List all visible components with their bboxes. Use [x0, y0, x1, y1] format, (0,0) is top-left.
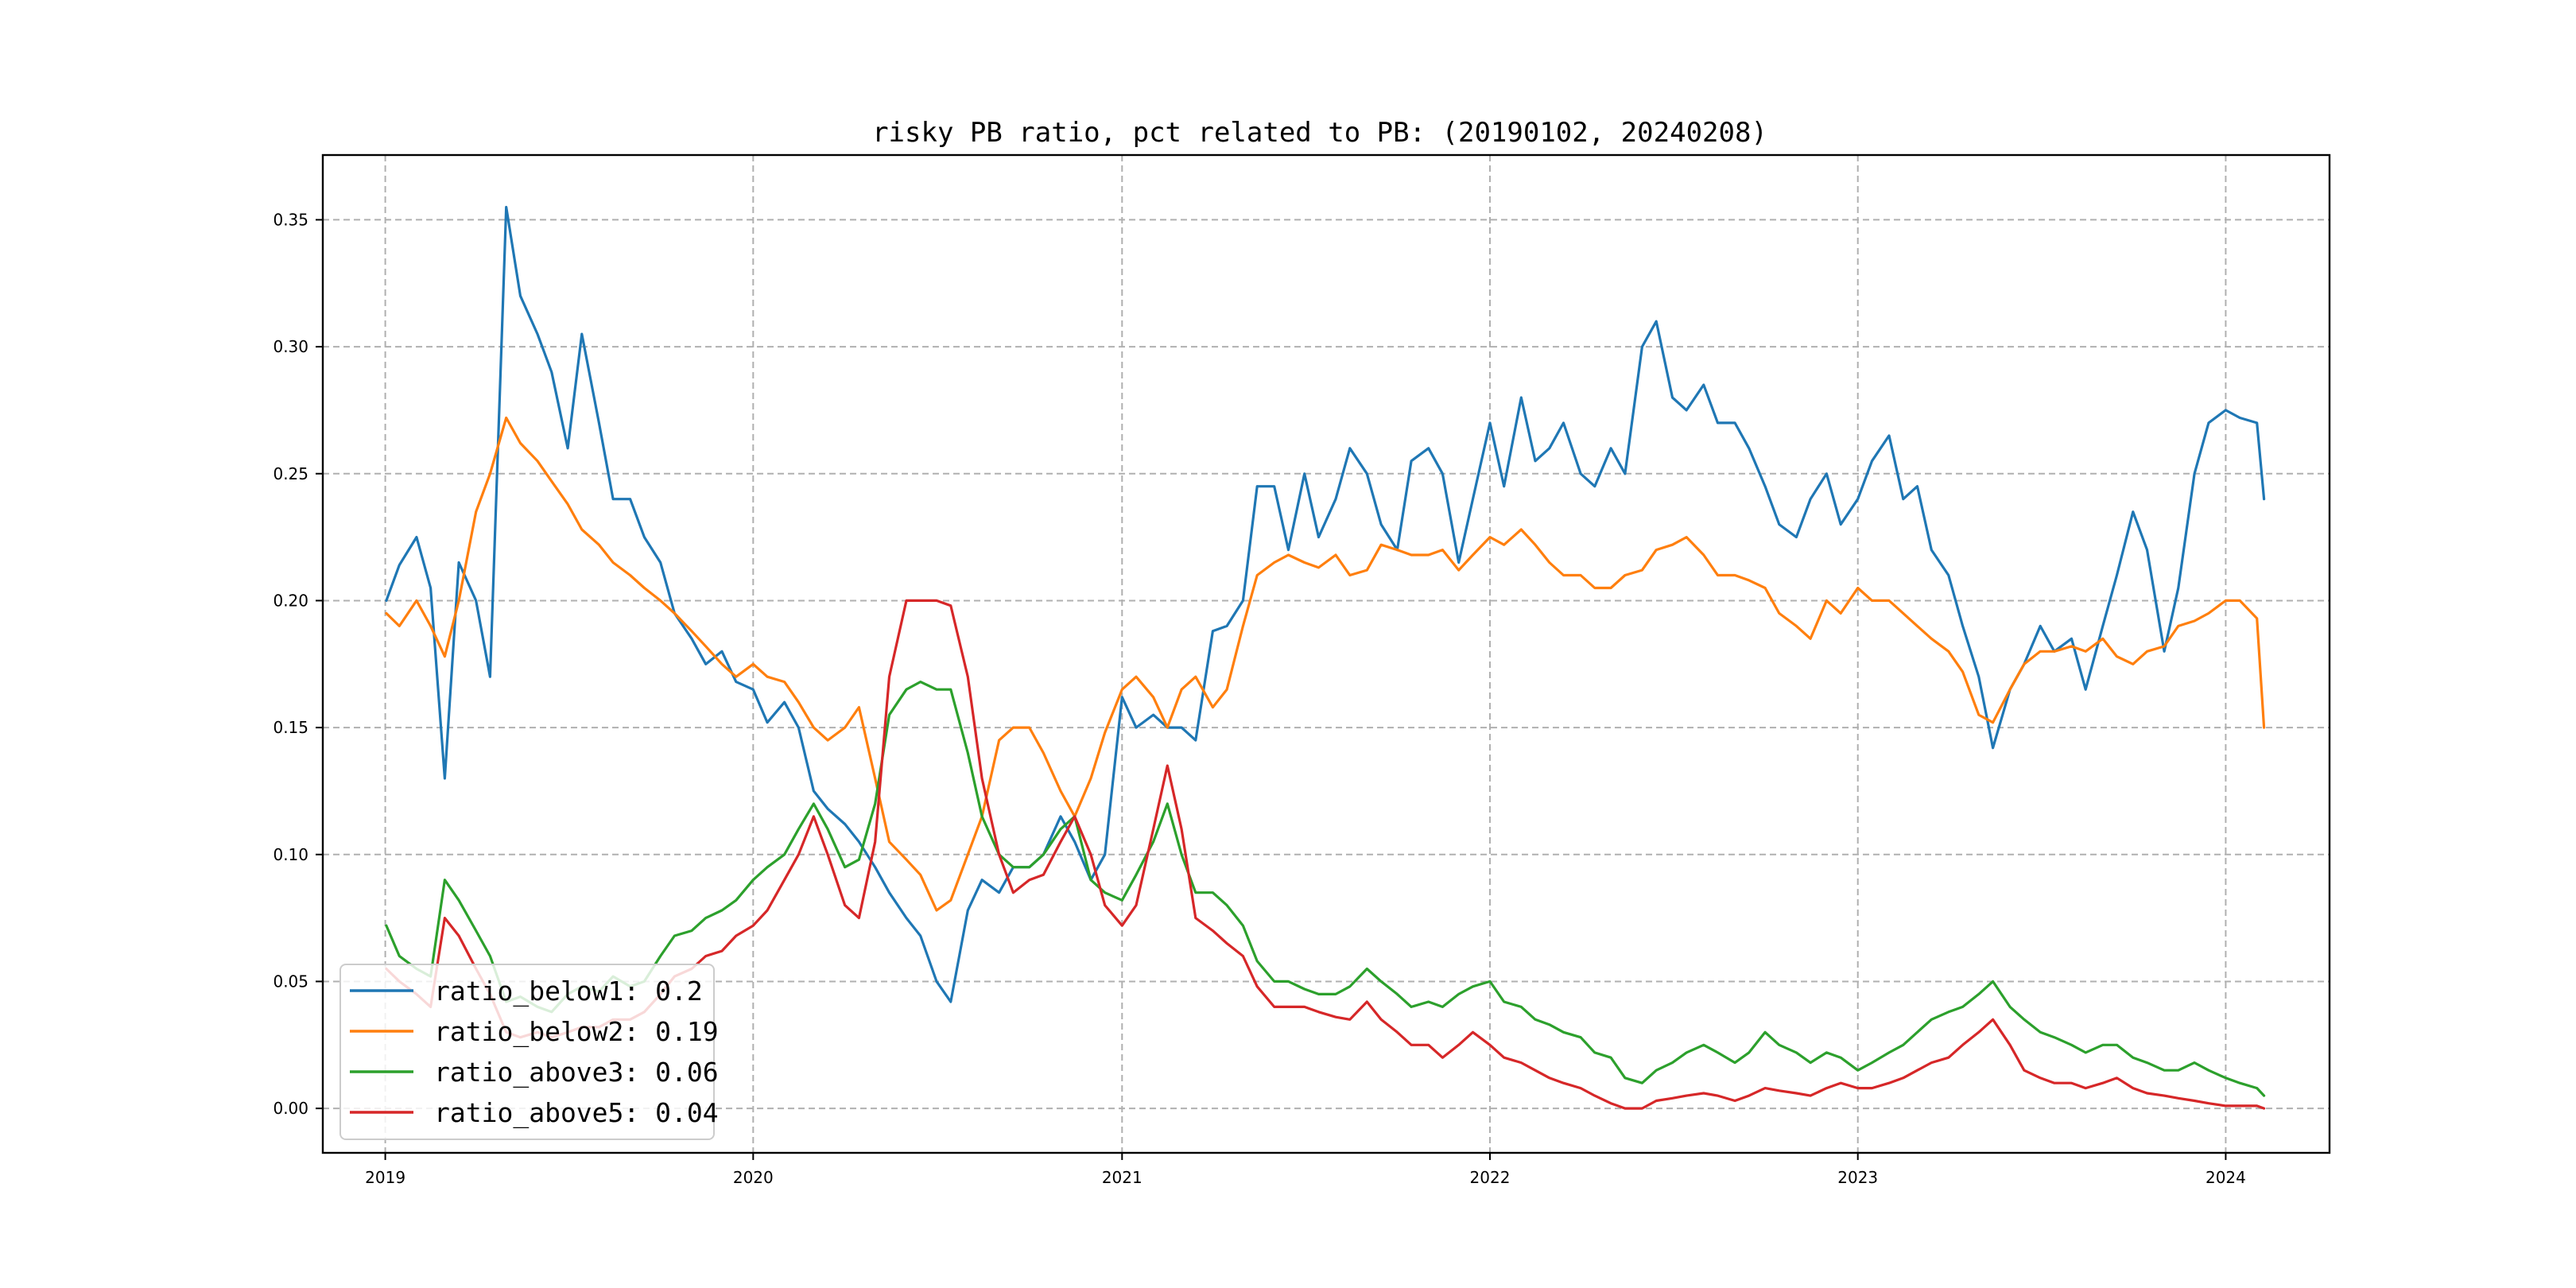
x-tick-label: 2022 [1470, 1168, 1511, 1187]
y-axis: 0.00 0.05 0.10 0.15 0.20 0.25 0.30 0.35 [273, 210, 323, 1118]
legend-label: ratio_above5: 0.04 [434, 1097, 719, 1129]
y-tick-label: 0.00 [273, 1099, 308, 1118]
y-tick-label: 0.20 [273, 591, 308, 610]
legend-label: ratio_above3: 0.06 [434, 1057, 719, 1088]
y-tick-label: 0.25 [273, 464, 308, 483]
series-line-2 [385, 416, 2266, 912]
legend-label: ratio_below2: 0.19 [434, 1016, 719, 1048]
y-tick-label: 0.30 [273, 337, 308, 356]
legend-box [339, 964, 715, 1140]
y-tick-label: 0.10 [273, 845, 308, 864]
y-tick-label: 0.35 [273, 210, 308, 229]
y-tick-label: 0.05 [273, 972, 308, 991]
series-layer [385, 205, 2266, 1110]
x-tick-label: 2019 [365, 1168, 405, 1187]
legend: ratio_below1: 0.2 ratio_below2: 0.19 ratio… [339, 964, 719, 1140]
series-line-3 [385, 680, 2266, 1097]
x-tick-label: 2020 [733, 1168, 774, 1187]
x-tick-label: 2023 [1837, 1168, 1878, 1187]
y-tick-label: 0.15 [273, 718, 308, 737]
chart-title: risky PB ratio, pct related to PB: (2019… [872, 117, 1767, 149]
series-line-1 [385, 205, 2266, 1003]
x-tick-label: 2024 [2206, 1168, 2246, 1187]
series-line-4 [385, 599, 2266, 1110]
plot-area-frame [321, 153, 2331, 1154]
x-axis: 2019 2020 2021 2022 2023 2024 [365, 1153, 2246, 1187]
legend-label: ratio_below1: 0.2 [434, 976, 703, 1007]
x-tick-label: 2021 [1102, 1168, 1143, 1187]
